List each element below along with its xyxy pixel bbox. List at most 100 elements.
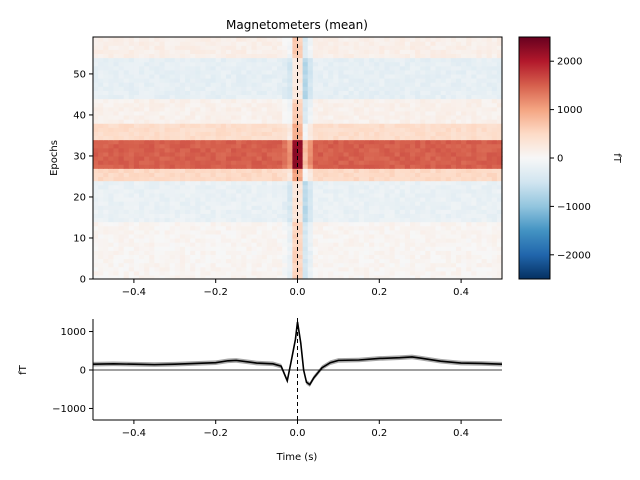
heatmap-cell <box>210 45 217 50</box>
heatmap-cell <box>455 139 462 145</box>
heatmap-cell <box>210 221 217 227</box>
heatmap-cell <box>282 65 288 71</box>
heatmap-cell <box>205 131 212 137</box>
heatmap-cell <box>251 114 258 120</box>
heatmap-cell <box>435 123 442 128</box>
heatmap-cell <box>195 78 201 83</box>
heatmap-cell <box>394 61 401 67</box>
heatmap-cell <box>302 86 309 91</box>
heatmap-cell <box>394 155 401 161</box>
heatmap-cell <box>139 217 145 223</box>
heatmap-cell <box>481 225 488 231</box>
heatmap-cell <box>435 135 442 141</box>
heatmap-cell <box>425 49 432 55</box>
heatmap-cell <box>139 37 145 42</box>
heatmap-cell <box>491 266 498 272</box>
heatmap-cell <box>461 225 467 231</box>
heatmap-cell <box>445 217 452 223</box>
heatmap-cell <box>409 139 416 145</box>
heatmap-cell <box>195 114 201 120</box>
heatmap-cell <box>133 250 140 255</box>
heatmap-cell <box>450 151 457 157</box>
heatmap-cell <box>241 94 247 100</box>
heatmap-cell <box>118 82 125 87</box>
heatmap-cell <box>425 196 432 202</box>
heatmap-cell <box>486 205 493 210</box>
heatmap-cell <box>430 127 437 132</box>
heatmap-cell <box>455 131 462 137</box>
heatmap-cell <box>394 119 401 124</box>
heatmap-cell <box>200 135 207 141</box>
heatmap-cell <box>333 45 339 50</box>
heatmap-cell <box>312 192 319 198</box>
heatmap-cell <box>215 143 222 149</box>
heatmap-cell <box>440 237 447 243</box>
heatmap-cell <box>256 246 263 251</box>
heatmap-cell <box>118 45 125 50</box>
heatmap-cell <box>261 57 268 63</box>
heatmap-cell <box>445 176 452 182</box>
heatmap-cell <box>200 172 207 178</box>
heatmap-cell <box>430 242 437 247</box>
heatmap-cell <box>348 184 355 190</box>
heatmap-cell <box>174 119 181 124</box>
heatmap-cell <box>149 155 155 161</box>
heatmap-cell <box>430 237 437 243</box>
heatmap-cell <box>302 135 309 141</box>
heatmap-cell <box>190 164 196 169</box>
heatmap-cell <box>128 233 135 239</box>
heatmap-cell <box>169 73 176 79</box>
heatmap-cell <box>174 242 181 247</box>
heatmap-cell <box>435 90 442 96</box>
heatmap-cell <box>98 65 104 71</box>
evoked-x-ticks: −0.4 −0.2 0.0 0.2 0.4 <box>122 420 469 439</box>
heatmap-cell <box>277 164 283 169</box>
heatmap-cell <box>139 45 145 50</box>
heatmap-cell <box>496 201 503 206</box>
heatmap-cell <box>261 258 268 264</box>
heatmap-cell <box>317 250 324 255</box>
heatmap-cell <box>266 225 273 231</box>
heatmap-cell <box>358 82 365 87</box>
heatmap-cell <box>185 266 191 272</box>
heatmap-cell <box>251 180 258 186</box>
heatmap-cell <box>277 45 283 50</box>
heatmap-cell <box>164 250 171 255</box>
heatmap-cell <box>440 192 447 198</box>
heatmap-cell <box>338 151 345 157</box>
heatmap-cell <box>317 41 324 46</box>
heatmap-cell <box>215 176 222 182</box>
heatmap-cell <box>317 119 324 124</box>
heatmap-cell <box>455 123 462 128</box>
heatmap-cell <box>317 160 324 165</box>
heatmap-cell <box>118 229 125 235</box>
heatmap-cell <box>399 176 406 182</box>
heatmap-cell <box>215 184 222 190</box>
heatmap-cell <box>220 45 227 50</box>
heatmap-cell <box>246 250 253 255</box>
heatmap-cell <box>210 135 217 141</box>
heatmap-cell <box>481 270 488 276</box>
heatmap-cell <box>358 90 365 96</box>
heatmap-cell <box>328 114 334 120</box>
heatmap-cell <box>420 78 426 83</box>
heatmap-cell <box>409 90 416 96</box>
heatmap-cell <box>455 119 462 124</box>
heatmap-cell <box>277 242 283 247</box>
heatmap-cell <box>231 94 237 100</box>
heatmap-cell <box>292 266 299 272</box>
heatmap-cell <box>200 274 207 280</box>
heatmap-cell <box>343 201 350 206</box>
heatmap-cell <box>139 78 145 83</box>
heatmap-cell <box>430 131 437 137</box>
heatmap-cell <box>461 106 467 112</box>
heatmap-cell <box>394 143 401 149</box>
heatmap-cell <box>185 65 191 71</box>
heatmap-cell <box>404 106 411 112</box>
heatmap-cell <box>241 160 247 165</box>
heatmap-cell <box>425 233 432 239</box>
heatmap-cell <box>333 254 339 260</box>
heatmap-cell <box>338 102 345 108</box>
heatmap-cell <box>246 188 253 194</box>
heatmap-cell <box>98 217 104 223</box>
